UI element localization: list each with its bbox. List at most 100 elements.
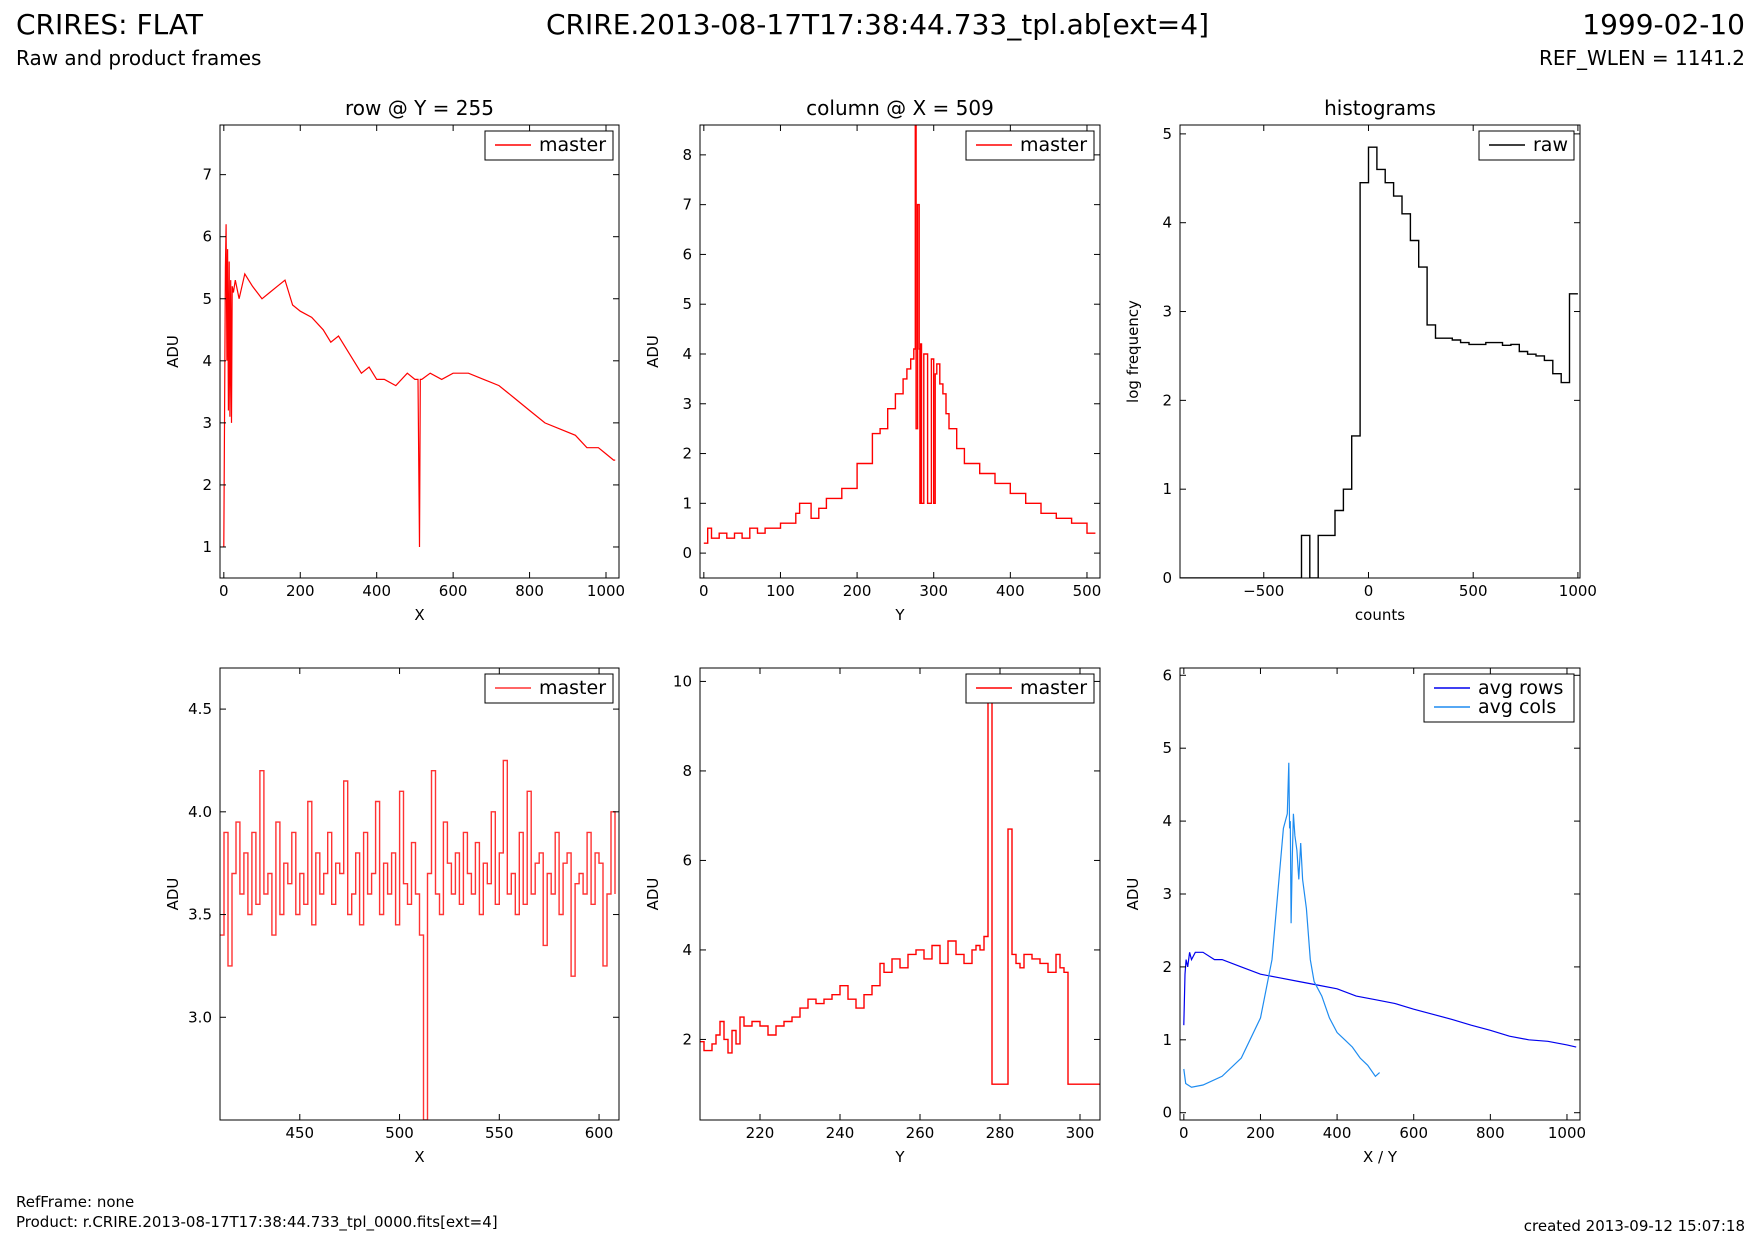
x-tick-label: 400 — [362, 582, 391, 600]
legend: master — [965, 130, 1095, 161]
product-label: Product: r.CRIRE.2013-08-17T17:38:44.733… — [16, 1213, 498, 1231]
x-tick-label: 600 — [439, 582, 468, 600]
plot-frame — [219, 124, 620, 579]
x-tick-label: 0 — [219, 582, 229, 600]
y-tick-label: 1 — [1162, 1031, 1172, 1049]
y-axis-label: ADU — [164, 335, 182, 368]
y-tick-label: 0 — [682, 544, 692, 562]
x-axis-label: Y — [894, 1148, 905, 1166]
page-subtitle: Raw and product frames — [16, 46, 262, 70]
y-tick-label: 6 — [682, 245, 692, 263]
x-tick-label: 200 — [843, 582, 872, 600]
x-tick-label: 500 — [1073, 582, 1102, 600]
x-tick-label: 0 — [699, 582, 709, 600]
x-tick-label: 100 — [766, 582, 795, 600]
x-tick-label: 500 — [1459, 582, 1488, 600]
legend: master — [484, 673, 614, 704]
legend: master — [484, 130, 614, 161]
y-tick-label: 5 — [682, 295, 692, 313]
x-tick-label: 220 — [746, 1124, 775, 1142]
chart-column: 0 100 200 300 400 500 0 1 2 3 4 5 6 7 8 Y ADU column @ X … — [644, 96, 1101, 624]
y-tick-label: 4 — [682, 345, 692, 363]
y-tick-label: 3.5 — [188, 906, 212, 924]
legend-label: master — [1020, 677, 1087, 699]
x-tick-label: 260 — [906, 1124, 935, 1142]
x-tick-label: 800 — [515, 582, 544, 600]
legend-label: master — [539, 134, 606, 156]
series-line-column-0 — [703, 125, 1096, 544]
y-tick-label: 1 — [202, 538, 212, 556]
y-tick-label: 1 — [682, 494, 692, 512]
y-tick-label: 3 — [1162, 303, 1172, 321]
y-tick-label: 6 — [1162, 666, 1172, 684]
legend-label: master — [1020, 134, 1087, 156]
x-tick-label: 550 — [485, 1124, 514, 1142]
y-tick-label: 4 — [1162, 812, 1172, 830]
created-label: created 2013-09-12 15:07:18 — [1523, 1217, 1745, 1235]
x-tick-label: 0 — [1364, 582, 1374, 600]
x-tick-label: 400 — [1323, 1124, 1352, 1142]
legend: master — [965, 673, 1095, 704]
y-tick-label: 5 — [1162, 739, 1172, 757]
date-label: 1999-02-10 — [1582, 8, 1745, 41]
x-axis-label: X / Y — [1363, 1148, 1398, 1166]
legend-label: raw — [1533, 134, 1568, 156]
series-line-averages-0 — [1183, 951, 1577, 1048]
y-tick-label: 6 — [682, 851, 692, 869]
x-tick-label: 600 — [585, 1124, 614, 1142]
series-line-averages-1 — [1183, 762, 1380, 1088]
legend-box — [1423, 673, 1575, 723]
x-tick-label: 0 — [1179, 1124, 1189, 1142]
y-tick-label: 2 — [682, 445, 692, 463]
y-tick-label: 3 — [202, 414, 212, 432]
y-tick-label: 3 — [1162, 885, 1172, 903]
y-tick-label: 4.5 — [188, 700, 212, 718]
x-tick-label: 200 — [286, 582, 315, 600]
x-axis-label: X — [414, 1148, 424, 1166]
chart-title: histograms — [1324, 96, 1436, 120]
chart-histograms: −500 0 500 1000 0 1 2 3 4 5 counts log frequency his… — [1124, 96, 1597, 624]
y-tick-label: 3 — [682, 395, 692, 413]
y-axis-label: log frequency — [1124, 300, 1142, 403]
y-tick-label: 0 — [1162, 1104, 1172, 1122]
chart-row: 0 200 400 600 800 1000 1 2 3 4 5 6 7 X ADU row @ Y = 25… — [164, 96, 625, 624]
x-axis-label: counts — [1355, 606, 1405, 624]
y-axis-label: ADU — [644, 335, 662, 368]
y-tick-label: 5 — [1162, 125, 1172, 143]
y-tick-label: 10 — [673, 672, 692, 690]
legend-label: avg rows — [1478, 677, 1563, 699]
y-tick-label: 4 — [682, 941, 692, 959]
x-tick-label: 1000 — [1548, 1124, 1586, 1142]
file-name: CRIRE.2013-08-17T17:38:44.733_tpl.ab[ext… — [545, 8, 1209, 41]
x-tick-label: 280 — [986, 1124, 1015, 1142]
x-tick-label: 500 — [385, 1124, 414, 1142]
series-line-row-0 — [223, 224, 616, 548]
plot-frame — [1179, 124, 1581, 579]
y-tick-label: 8 — [682, 146, 692, 164]
y-tick-label: 4.0 — [188, 803, 212, 821]
x-tick-label: 1000 — [1559, 582, 1597, 600]
series-line-histograms-0 — [1180, 146, 1578, 578]
page-title: CRIRES: FLAT — [16, 8, 203, 41]
y-tick-label: 0 — [1162, 569, 1172, 587]
y-tick-label: 2 — [1162, 391, 1172, 409]
y-tick-label: 4 — [202, 352, 212, 370]
y-axis-label: ADU — [164, 878, 182, 911]
chart-row-zoom: 450 500 550 600 3.0 3.5 4.0 4.5 X ADU master — [164, 667, 620, 1166]
series-line-row-zoom-0 — [220, 759, 616, 1120]
x-tick-label: 240 — [826, 1124, 855, 1142]
x-tick-label: 450 — [285, 1124, 314, 1142]
plot-frame — [1179, 667, 1581, 1121]
x-tick-label: 600 — [1399, 1124, 1428, 1142]
y-tick-label: 7 — [202, 166, 212, 184]
chart-title: row @ Y = 255 — [345, 96, 494, 120]
y-tick-label: 8 — [682, 762, 692, 780]
x-axis-label: X — [414, 606, 424, 624]
x-tick-label: 300 — [1066, 1124, 1095, 1142]
x-tick-label: 300 — [919, 582, 948, 600]
series-line-column-zoom-0 — [700, 680, 1100, 1085]
x-tick-label: −500 — [1243, 582, 1284, 600]
x-tick-label: 800 — [1476, 1124, 1505, 1142]
chart-title: column @ X = 509 — [806, 96, 994, 120]
